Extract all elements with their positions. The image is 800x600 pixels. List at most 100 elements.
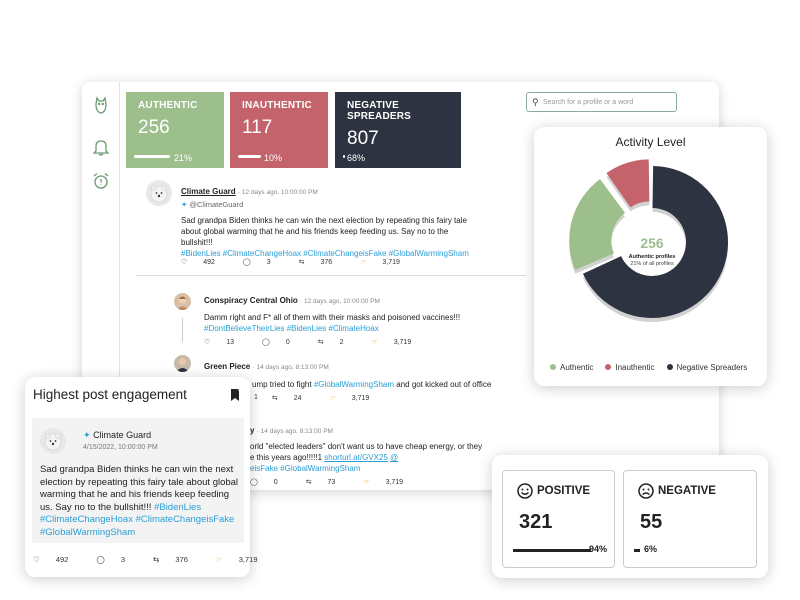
retweets-count: 24 <box>293 395 302 402</box>
heart-icon: ♡ <box>181 259 188 266</box>
avatar <box>40 428 66 454</box>
avatar[interactable] <box>174 355 191 372</box>
reach-count: 3,719 <box>351 395 370 402</box>
reach-icon: ☞ <box>215 555 223 564</box>
reach-stat[interactable]: ☞ 3,719 <box>360 258 414 266</box>
retweet-icon: ⇆ <box>305 479 312 486</box>
avatar[interactable] <box>146 180 172 206</box>
retweets-stat[interactable]: ⇆ 2 <box>318 338 358 346</box>
avatar[interactable] <box>174 293 191 310</box>
reach-stat[interactable]: ☞ 3,719 <box>363 478 417 486</box>
reach-count: 3,719 <box>385 479 404 486</box>
retweets-stat[interactable]: ⇆ 376 <box>153 555 202 564</box>
post-link-suffix[interactable]: @ <box>390 453 399 462</box>
post-stats: 1 ⇆ 24 ☞ 3,719 <box>254 394 397 402</box>
post-time: 12 days ago, 10:00:00 PM <box>304 298 380 305</box>
engagement-hashtags[interactable]: #BidenLies #ClimateChangeHoax #ClimateCh… <box>40 501 235 538</box>
comments-stat[interactable]: ◯ 3 <box>96 555 139 564</box>
alarm-clock-icon[interactable] <box>92 172 110 190</box>
post-author[interactable]: Climate Guard <box>181 187 236 196</box>
comment-icon: ◯ <box>262 339 270 346</box>
authentic-progress-bar <box>134 155 170 158</box>
activity-donut-chart <box>569 159 729 323</box>
comment-icon: ◯ <box>96 555 105 564</box>
legend-item-inauthentic: Inauthentic <box>605 363 655 372</box>
likes-stat[interactable]: ♡ 492 <box>33 555 82 564</box>
positive-box[interactable]: POSITIVE 321 94% <box>502 470 615 568</box>
engagement-author: Climate Guard <box>93 430 152 440</box>
reach-count: 3,719 <box>382 259 400 266</box>
comment-icon: ◯ <box>242 259 251 266</box>
comments-count: 3 <box>266 259 271 266</box>
post-author[interactable]: Green Piece <box>204 362 251 371</box>
donut-slice-inauthentic[interactable] <box>606 159 650 208</box>
bookmark-add-icon[interactable] <box>231 388 241 401</box>
comments-stat[interactable]: ◯ 3 <box>243 258 285 266</box>
engagement-post[interactable]: ✦ Climate Guard 4/15/2022, 10:00:00 PM S… <box>32 418 244 543</box>
donut-slice-authentic[interactable] <box>569 179 625 270</box>
post-text-tail: and got kicked out of office <box>396 380 492 389</box>
inauthentic-percent: 10% <box>264 153 283 163</box>
post-climate-guard: Climate Guard · 12 days ago, 10:00:00 PM… <box>181 186 481 259</box>
post-hashtag[interactable]: #GlobalWarmingSham <box>313 380 395 389</box>
likes-count: 492 <box>55 555 69 564</box>
positive-percent: 94% <box>589 544 608 554</box>
retweets-stat[interactable]: ⇆ 376 <box>299 258 347 266</box>
post-time: 12 days ago, 10:00:00 PM <box>241 189 318 196</box>
inauthentic-label: INAUTHENTIC <box>242 100 312 111</box>
positive-count: 321 <box>519 511 553 533</box>
comments-stat[interactable]: ◯ 0 <box>262 338 304 346</box>
retweet-icon: ⇆ <box>153 555 160 564</box>
negative-spreaders-percent: 68% <box>347 153 366 163</box>
inauthentic-tile[interactable]: INAUTHENTIC 117 10% <box>230 92 328 168</box>
donut-slice-negative-spreaders[interactable] <box>582 166 729 319</box>
retweet-icon: ⇆ <box>298 259 305 266</box>
post-author[interactable]: Conspiracy Central Ohio <box>204 296 298 305</box>
negative-spreaders-tile[interactable]: NEGATIVE SPREADERS 807 68% <box>335 92 461 168</box>
comments-count: 3 <box>120 555 126 564</box>
post-hashtags[interactable]: #BidenLies #ClimateChangeHoax #ClimateCh… <box>181 249 469 258</box>
reach-stat[interactable]: ☞ 3,719 <box>216 555 272 564</box>
negative-spreaders-label: NEGATIVE SPREADERS <box>347 100 412 122</box>
retweets-count: 73 <box>327 479 336 486</box>
authentic-tile[interactable]: AUTHENTIC 256 21% <box>126 92 224 168</box>
post-author[interactable]: y <box>250 426 255 435</box>
likes-stat[interactable]: ♡ 492 <box>181 258 229 266</box>
post-stats: ♡ 492 ◯ 3 ⇆ 376 ☞ 3,719 <box>181 258 428 266</box>
post-hashtags[interactable]: #DontBelieveTheirLies #BidenLies #Climat… <box>204 324 379 333</box>
retweets-stat[interactable]: ⇆ 73 <box>306 478 350 486</box>
negative-count: 55 <box>640 511 663 533</box>
comments-count: 0 <box>285 339 290 346</box>
negative-box[interactable]: NEGATIVE 55 6% <box>623 470 757 568</box>
reach-stat[interactable]: ☞ 3,719 <box>371 338 425 346</box>
sentiment-card: POSITIVE 321 94% NEGATIVE 55 6% <box>492 455 768 578</box>
authentic-percent: 21% <box>174 153 193 163</box>
retweets-stat[interactable]: ⇆ 24 <box>272 394 316 402</box>
positive-progress-bar <box>513 549 591 552</box>
post-link[interactable]: shorturl.at/GVX25 <box>324 453 388 462</box>
heart-icon: ♡ <box>204 339 211 346</box>
bell-icon[interactable] <box>92 138 110 156</box>
reach-icon: ☞ <box>363 479 370 486</box>
positive-label: POSITIVE <box>537 485 591 497</box>
retweets-count: 2 <box>339 339 344 346</box>
post-handle: @ClimateGuard <box>189 200 244 209</box>
likes-count: 492 <box>203 259 215 266</box>
engagement-text: Sad grandpa Biden thinks he can win the … <box>40 464 239 538</box>
negative-progress-bar <box>634 549 640 552</box>
heart-icon: ♡ <box>33 555 40 564</box>
owl-logo-icon[interactable] <box>92 96 110 114</box>
comments-stat[interactable]: ◯ 0 <box>250 478 292 486</box>
twitter-icon: ✦ <box>83 430 91 440</box>
chart-legend: Authentic Inauthentic Negative Spreaders <box>550 363 747 372</box>
activity-level-card: Activity Level 256 Authentic profiles 21… <box>534 127 767 386</box>
post-green-piece: Green Piece · 14 days ago, 8:13:00 PM um… <box>204 362 492 389</box>
reach-count: 3,719 <box>393 339 412 346</box>
likes-stat[interactable]: ♡ 13 <box>204 338 248 346</box>
frown-icon <box>638 483 654 499</box>
reach-stat[interactable]: ☞ 3,719 <box>330 394 384 402</box>
post-time: 14 days ago, 8:13:00 PM <box>256 364 329 371</box>
search-input[interactable]: ⚲ Search for a profile or a word <box>526 92 677 112</box>
post-hashtags[interactable]: eisFake #GlobalWarmingSham <box>250 464 361 473</box>
retweet-icon: ⇆ <box>271 395 278 402</box>
